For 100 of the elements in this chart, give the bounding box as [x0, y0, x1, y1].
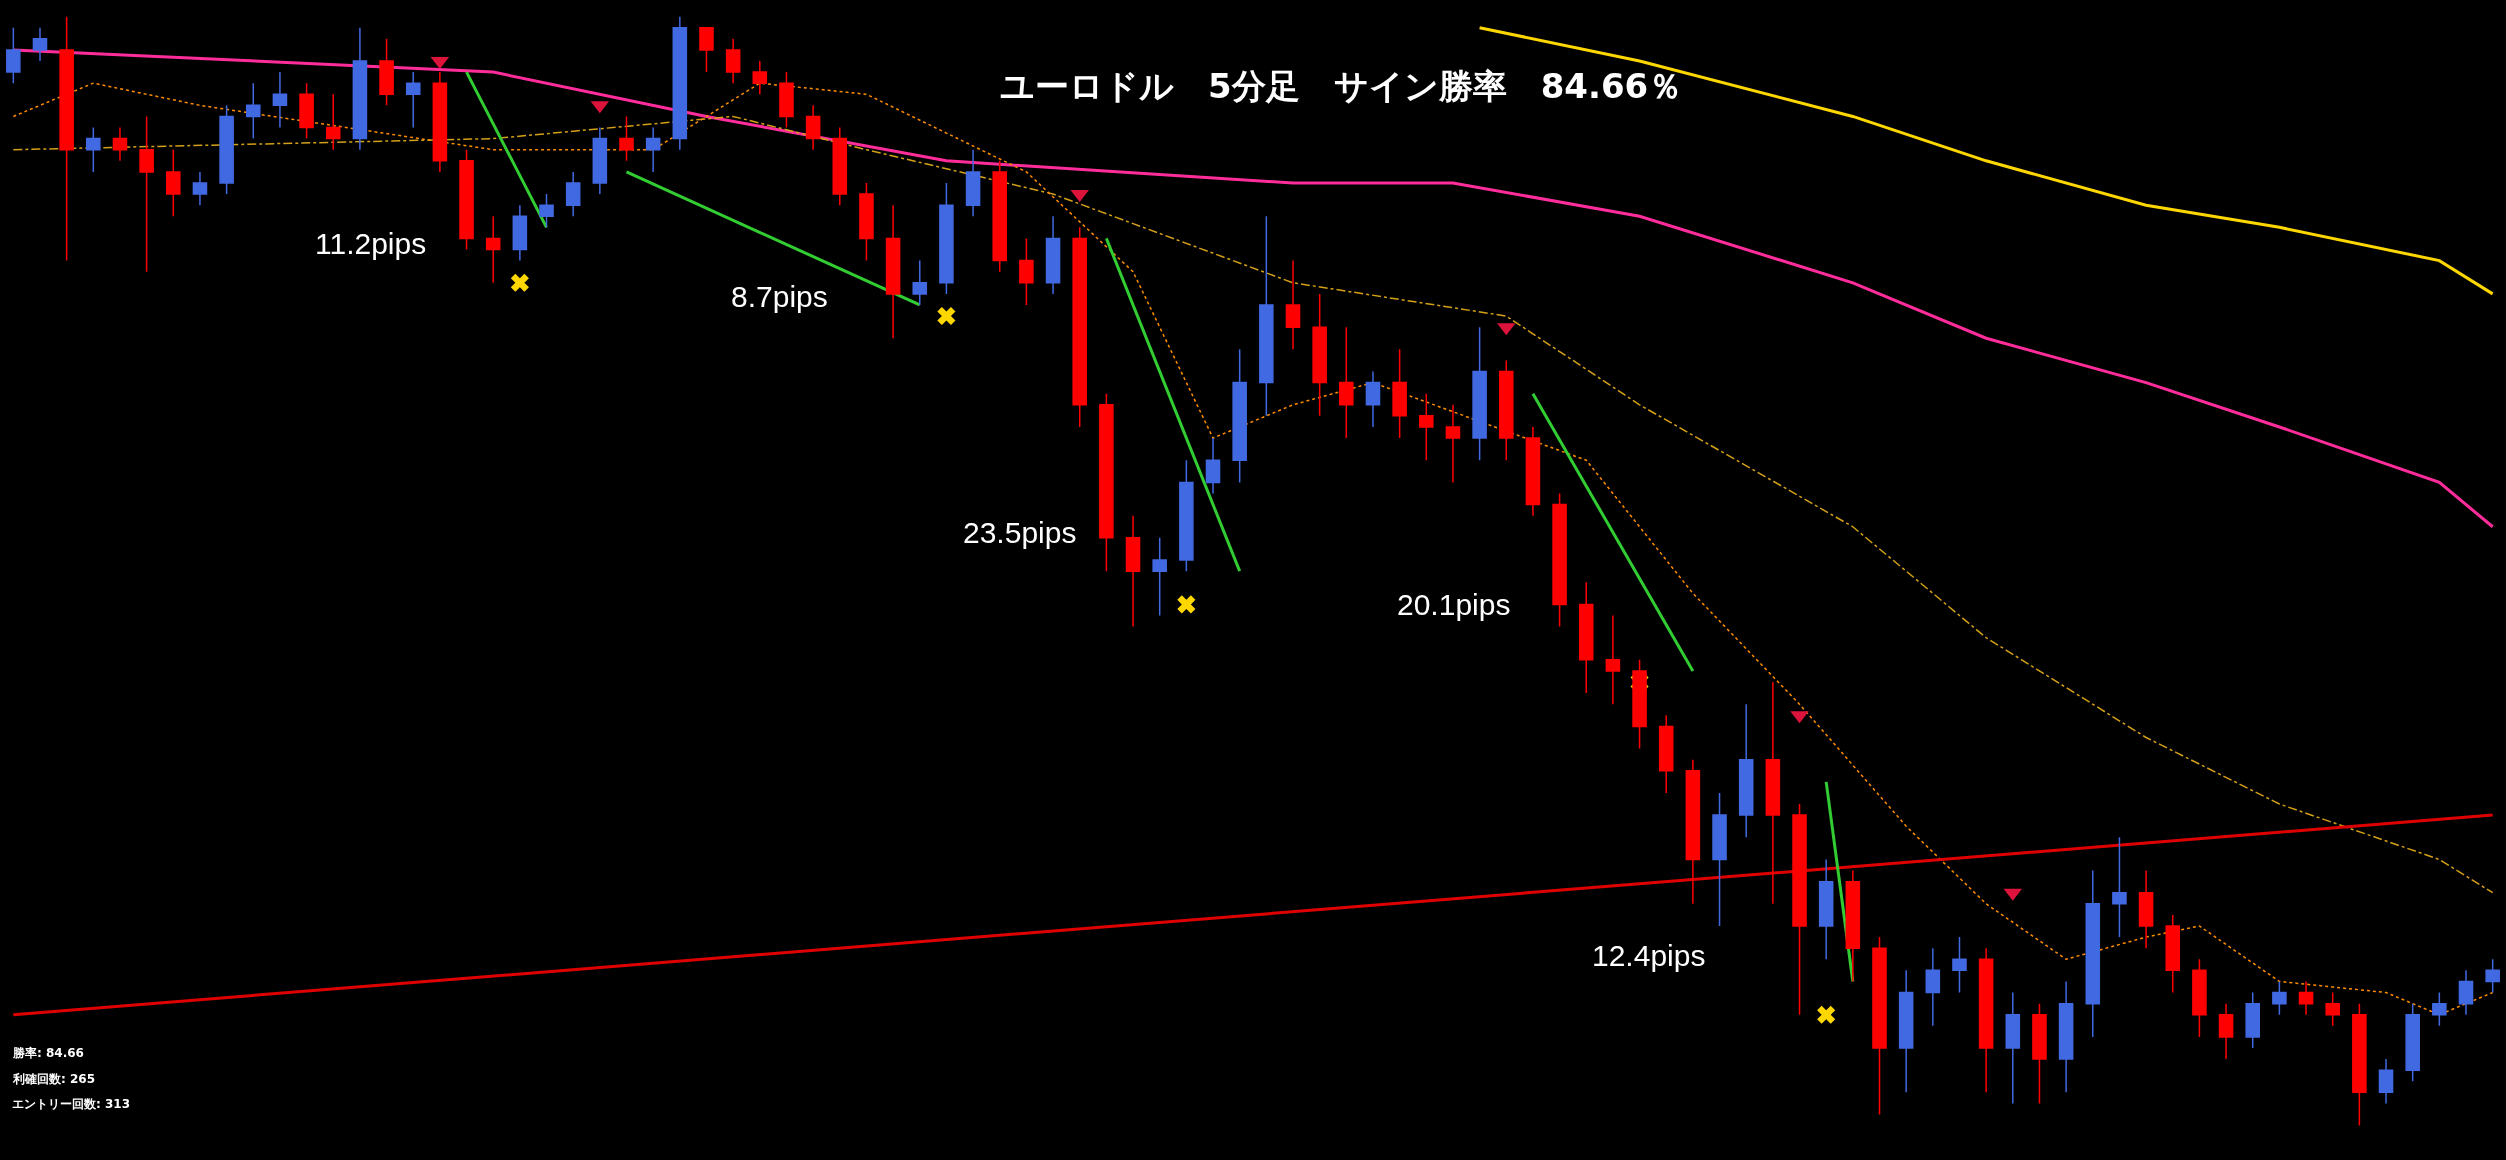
candlestick: [1658, 714, 1674, 794]
annotation: 12.4pips: [1592, 939, 1706, 972]
candlestick: [352, 26, 368, 151]
candlestick: [1045, 215, 1061, 295]
candlestick: [832, 126, 848, 206]
candlestick: [512, 204, 528, 262]
candlestick: [885, 204, 901, 339]
candlestick: [1339, 326, 1354, 439]
candlestick: [2485, 958, 2500, 994]
annotation: 8.7pips: [731, 280, 828, 313]
candlestick: [725, 38, 741, 84]
candlestick: [1312, 293, 1327, 417]
candlestick: [139, 115, 154, 273]
candlestick: [752, 60, 768, 96]
candlestick: [2272, 980, 2287, 1016]
candlestick: [565, 171, 581, 217]
candlestick: [2245, 991, 2261, 1049]
annotation: 20.1pips: [1397, 588, 1511, 621]
candlestick: [2405, 1002, 2420, 1083]
candlestick: [1419, 392, 1434, 461]
candlestick: [1365, 370, 1381, 428]
candlestick: [1712, 792, 1727, 927]
candlestick: [2032, 1002, 2047, 1105]
annotation: エントリー回数: 313: [12, 1097, 131, 1111]
candlestick: [672, 15, 688, 151]
candlestick: [859, 182, 874, 262]
candlestick: [2192, 958, 2207, 1038]
candlestick: [299, 82, 314, 140]
candlestick: [2218, 1002, 2234, 1060]
candlestick: [1898, 969, 1914, 1094]
candlestick: [272, 71, 288, 129]
candlestick: [699, 26, 714, 73]
point: [1817, 1005, 1836, 1024]
candlestick: [779, 71, 794, 129]
candlestick: [1392, 348, 1407, 439]
candlestick: [1285, 259, 1301, 351]
candlestick: [2298, 980, 2314, 1016]
candlestick: [965, 148, 981, 217]
candlestick: [2378, 1058, 2394, 1105]
candlestick: [2458, 969, 2474, 1016]
candlestick: [592, 126, 608, 195]
candlestick: [166, 148, 181, 217]
candlestick: [1872, 936, 1887, 1116]
candlestick: [2165, 914, 2181, 994]
text: ユーロドル 5分足 サイン勝率 84.66％: [1000, 66, 1683, 106]
candlestick: [1445, 404, 1461, 484]
candlestick: [245, 82, 261, 140]
candlestick: [1818, 858, 1834, 961]
candlestick: [405, 71, 421, 129]
candlestick: [192, 171, 208, 206]
candlestick: [1925, 947, 1941, 1027]
candlestick: [2085, 869, 2101, 1038]
candlestick: [59, 15, 74, 262]
candlestick: [112, 126, 128, 162]
candlestick: [2352, 1002, 2367, 1127]
candlestick: [325, 93, 341, 151]
candlestick: [1792, 803, 1807, 1016]
candlestick: [219, 104, 234, 195]
candlestick: [1765, 681, 1781, 905]
annotation: 23.5pips: [963, 516, 1077, 549]
candlestick: [1099, 392, 1114, 572]
candlestick: [1072, 226, 1087, 428]
candlestick: [1019, 237, 1034, 306]
candlestick: [1152, 537, 1167, 617]
candlestick: [2138, 869, 2154, 949]
candlestick: [432, 71, 448, 173]
candlestick: [1952, 936, 1967, 994]
annotation: 勝率: 84.66: [12, 1046, 84, 1060]
candlestick: [2432, 991, 2447, 1027]
candlestick: [485, 215, 501, 284]
candlestick: [379, 38, 394, 107]
candlestick: [939, 182, 954, 295]
candlestick: [1525, 426, 1541, 517]
annotation: 利確回数: 265: [12, 1072, 96, 1086]
candlestick: [1498, 359, 1514, 461]
candlestick: [1125, 514, 1141, 628]
candlestick: [1552, 492, 1567, 628]
point: [937, 307, 956, 326]
annotation: 11.2pips: [315, 227, 427, 260]
candlestick: [912, 259, 928, 306]
candlestick: [1259, 215, 1274, 417]
candlestick: [1232, 348, 1247, 484]
point: [1177, 595, 1196, 614]
candlestick: [1978, 947, 1994, 1094]
candlestick: [645, 126, 661, 173]
candlestick: [1578, 581, 1594, 694]
candlestick: [2058, 980, 2074, 1094]
candlestick: [2112, 836, 2127, 938]
candlestick: [1738, 703, 1754, 839]
candlestick: [2325, 991, 2340, 1027]
candlestick: [992, 160, 1008, 273]
candlestick: [1179, 459, 1194, 572]
candlestick: [32, 26, 48, 62]
candlestick: [86, 126, 101, 173]
candlestick: [1845, 869, 1861, 983]
candlestick: [1205, 437, 1221, 495]
point: [510, 273, 529, 292]
candlestick: [459, 148, 474, 251]
candlestick: [619, 115, 634, 162]
candlestick: [1472, 326, 1487, 461]
